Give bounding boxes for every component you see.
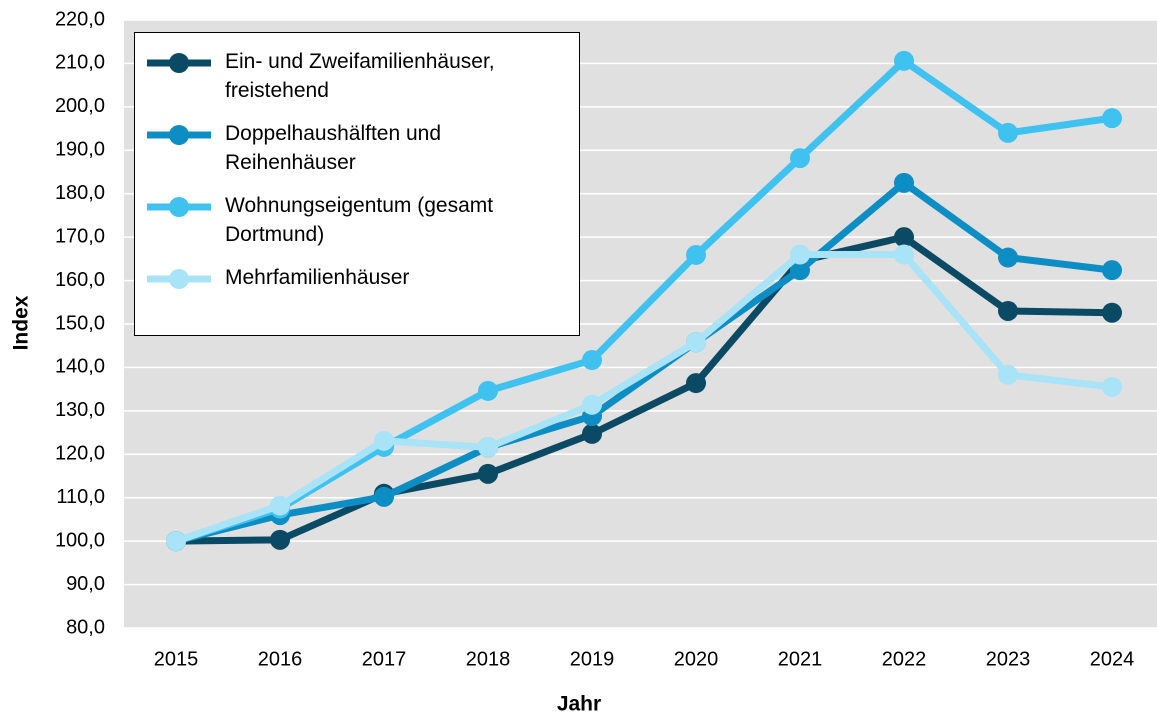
x-tick-label: 2022 bbox=[882, 648, 927, 670]
data-point bbox=[686, 373, 706, 394]
legend-entry: Wohnungseigentum (gesamt Dortmund) bbox=[135, 191, 570, 249]
data-point bbox=[894, 227, 914, 248]
x-tick-label: 2018 bbox=[466, 648, 511, 670]
legend-marker bbox=[169, 269, 189, 289]
y-tick-label: 80,0 bbox=[66, 616, 105, 638]
legend-entry: Ein- und Zweifamilienhäuser, freistehend bbox=[135, 47, 570, 105]
data-point bbox=[1102, 108, 1122, 129]
series-line bbox=[175, 179, 1113, 545]
legend-label: Ein- und Zweifamilienhäuser, freistehend bbox=[225, 50, 495, 102]
data-point bbox=[478, 463, 498, 484]
data-point bbox=[790, 244, 810, 265]
y-tick-label: 90,0 bbox=[66, 573, 105, 595]
series-line bbox=[174, 57, 1113, 545]
legend-marker bbox=[169, 53, 189, 73]
data-point bbox=[998, 247, 1018, 268]
data-point bbox=[894, 50, 914, 71]
series-line bbox=[175, 233, 1113, 545]
y-tick-label: 180,0 bbox=[55, 182, 105, 204]
y-axis-title: Index bbox=[10, 295, 33, 350]
series-line bbox=[174, 251, 1113, 545]
data-point bbox=[686, 244, 706, 265]
x-tick-label: 2015 bbox=[154, 648, 199, 670]
x-tick-label: 2021 bbox=[778, 648, 823, 670]
data-point bbox=[374, 430, 394, 451]
data-point bbox=[1102, 302, 1122, 323]
data-point bbox=[894, 172, 914, 193]
y-tick-label: 100,0 bbox=[55, 529, 105, 551]
data-point bbox=[582, 350, 602, 371]
x-tick-label: 2020 bbox=[674, 648, 719, 670]
legend-label: Wohnungseigentum (gesamt Dortmund) bbox=[225, 194, 494, 246]
y-tick-label: 210,0 bbox=[55, 52, 105, 74]
y-tick-label: 150,0 bbox=[55, 312, 105, 334]
x-tick-label: 2017 bbox=[362, 648, 407, 670]
data-point bbox=[998, 300, 1018, 321]
legend-entry: Mehrfamilienhäuser bbox=[135, 263, 570, 292]
x-axis-title: Jahr bbox=[557, 693, 601, 716]
x-tick-label: 2016 bbox=[258, 648, 303, 670]
data-point bbox=[374, 486, 394, 507]
legend-icon bbox=[147, 197, 211, 217]
legend: Ein- und Zweifamilienhäuser, freistehend… bbox=[134, 32, 580, 336]
legend-entry: Doppelhaushälften und Reihenhäuser bbox=[135, 119, 570, 177]
x-tick-label: 2023 bbox=[986, 648, 1031, 670]
legend-icon bbox=[147, 125, 211, 145]
y-tick-label: 160,0 bbox=[55, 269, 105, 291]
data-point bbox=[998, 364, 1018, 385]
x-tick-label: 2024 bbox=[1090, 648, 1135, 670]
legend-label: Doppelhaushälften und Reihenhäuser bbox=[225, 122, 442, 174]
data-point bbox=[1102, 260, 1122, 281]
y-tick-label: 110,0 bbox=[56, 486, 105, 508]
y-tick-label: 220,0 bbox=[55, 8, 105, 30]
y-tick-label: 170,0 bbox=[55, 225, 105, 247]
legend-marker bbox=[169, 125, 189, 145]
data-point bbox=[790, 260, 810, 281]
legend-icon bbox=[147, 53, 211, 73]
data-point bbox=[478, 380, 498, 401]
data-point bbox=[270, 495, 290, 516]
data-point bbox=[270, 529, 290, 550]
legend-icon bbox=[147, 269, 211, 289]
y-tick-label: 200,0 bbox=[55, 95, 105, 117]
data-point bbox=[478, 437, 498, 458]
y-tick-label: 130,0 bbox=[55, 399, 105, 421]
data-point bbox=[582, 423, 602, 444]
data-point bbox=[894, 244, 914, 265]
data-point bbox=[582, 394, 602, 415]
x-tick-label: 2019 bbox=[570, 648, 615, 670]
data-point bbox=[166, 531, 186, 552]
legend-label: Mehrfamilienhäuser bbox=[225, 266, 410, 289]
data-point bbox=[1102, 376, 1122, 397]
legend-marker bbox=[169, 197, 189, 217]
y-tick-label: 120,0 bbox=[55, 443, 105, 465]
data-point bbox=[998, 122, 1018, 143]
data-point bbox=[790, 148, 810, 169]
y-tick-label: 190,0 bbox=[55, 139, 105, 161]
y-tick-label: 140,0 bbox=[55, 356, 105, 378]
data-point bbox=[686, 332, 706, 353]
